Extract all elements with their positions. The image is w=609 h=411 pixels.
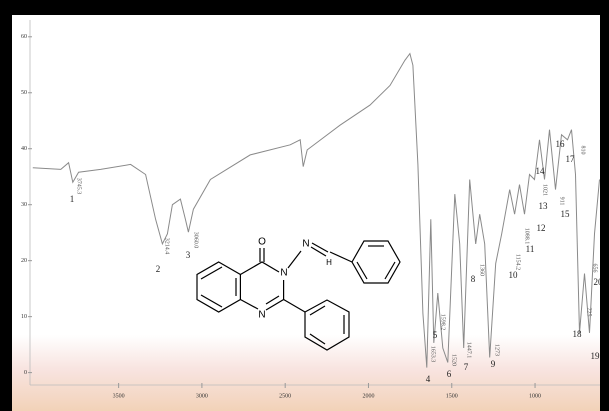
x-tick-label: 1000: [529, 393, 541, 399]
bond: [200, 266, 223, 280]
y-tick-label: 40: [21, 146, 27, 152]
peak-value: 656: [592, 264, 598, 273]
atom-label: N: [258, 310, 265, 321]
peak-value: 1154.2: [515, 254, 521, 270]
peak-label: 18: [573, 329, 583, 339]
y-tick-label: 60: [21, 34, 27, 40]
bond: [265, 295, 280, 305]
y-tick-label: 20: [21, 258, 27, 264]
peak-value: 725: [586, 308, 592, 317]
peak-label: 14: [536, 166, 546, 176]
peak-label: 12: [537, 223, 546, 233]
peak-value: 3214.4: [164, 238, 170, 255]
peak-label: 7: [464, 362, 469, 372]
peak-value: 3745.3: [76, 178, 82, 195]
x-tick-label: 2500: [279, 393, 291, 399]
bond: [287, 250, 302, 269]
x-tick-label: 3000: [196, 393, 208, 399]
peak-label: 20: [594, 277, 604, 287]
peak-label: 1: [70, 194, 75, 204]
atom-label: N: [302, 239, 309, 250]
bond: [311, 242, 329, 253]
frame: [600, 0, 609, 411]
peak-label: 8: [471, 274, 476, 284]
bond: [310, 246, 327, 257]
y-tick-label: 10: [21, 314, 27, 320]
peak-value: 1088.1: [524, 228, 530, 245]
x-tick-label: 3500: [113, 393, 125, 399]
peak-value: 1447.1: [466, 342, 472, 359]
y-tick-label: 50: [21, 90, 27, 96]
peak-value: 1653.3: [430, 346, 436, 363]
peak-label: 17: [566, 154, 576, 164]
frame: [0, 0, 12, 411]
peak-label: 19: [591, 351, 601, 361]
spectrum-line: [32, 52, 600, 368]
peak-value: 1273: [494, 344, 500, 356]
peak-label: 2: [156, 264, 161, 274]
bond: [384, 261, 396, 280]
peak-value: 1021: [542, 184, 548, 196]
frame: [0, 0, 609, 15]
atom-label: O: [258, 237, 266, 248]
atom-label: H: [326, 258, 332, 267]
peak-label: 13: [539, 201, 549, 211]
peak-label: 6: [447, 369, 452, 379]
peak-value: 3060.0: [193, 232, 199, 249]
structure: O N N N H: [196, 237, 401, 351]
x-tick-label: 2000: [362, 393, 374, 399]
peak-label: 10: [509, 270, 519, 280]
peak-label: 15: [561, 209, 571, 219]
watermark-band: [12, 335, 600, 411]
peak-label: 3: [186, 250, 191, 260]
phenyl-ring: [304, 299, 350, 351]
peak-value: 1360: [479, 264, 485, 276]
bond: [240, 298, 259, 310]
bond: [283, 298, 306, 313]
peak-value: 1598.2: [440, 314, 446, 331]
x-tick-label: 1500: [446, 393, 458, 399]
peak-label: 11: [526, 244, 535, 254]
y-tick-label: 30: [21, 202, 27, 208]
phenyl-ring: [351, 240, 401, 284]
peak-label: 5: [433, 330, 438, 340]
peak-label: 9: [491, 359, 496, 369]
peak-value: 1520: [451, 354, 457, 366]
bond: [200, 294, 223, 308]
peak-value: 911: [559, 197, 565, 206]
bond: [240, 261, 280, 276]
peak-label: 4: [426, 374, 431, 384]
bond: [309, 333, 326, 345]
y-tick-label: 0: [24, 370, 27, 376]
peak-label: 16: [556, 139, 566, 149]
bond: [309, 305, 326, 316]
atom-label: N: [280, 268, 287, 279]
peak-value: 810: [580, 146, 586, 155]
bond: [329, 251, 353, 263]
bond: [356, 261, 368, 280]
